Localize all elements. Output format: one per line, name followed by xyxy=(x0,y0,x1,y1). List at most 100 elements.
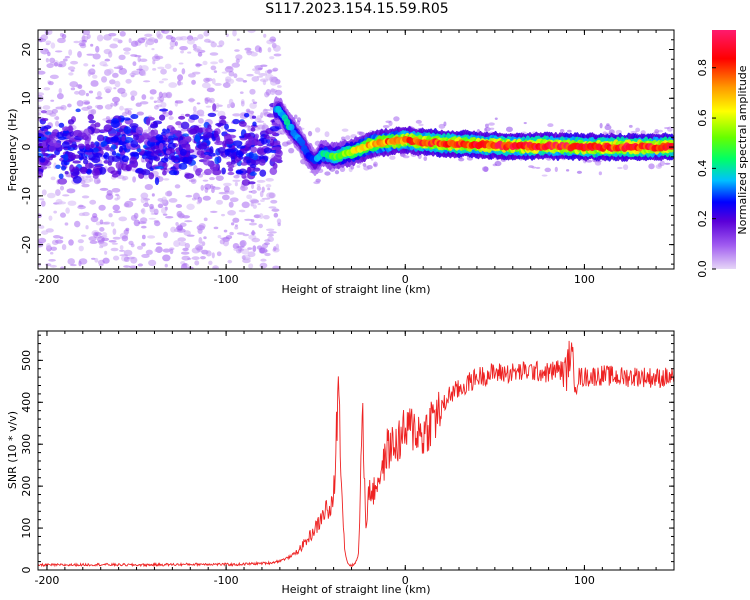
noise-blob xyxy=(211,78,216,85)
noise-blob xyxy=(191,197,197,201)
noise-blob xyxy=(60,104,67,111)
noise-blob xyxy=(188,97,195,103)
noise-blob xyxy=(172,67,178,72)
noise-band-blob xyxy=(202,131,213,138)
noise-blob xyxy=(166,92,171,98)
noise-band-blob xyxy=(135,126,144,135)
noise-blob xyxy=(141,94,147,100)
noise-band-blob xyxy=(203,168,213,176)
noise-blob xyxy=(193,45,202,53)
colorbar-tick-label: 0.0 xyxy=(696,260,709,278)
noise-band-blob xyxy=(243,112,250,118)
noise-blob xyxy=(235,54,243,60)
noise-blob xyxy=(242,79,248,83)
noise-band-blob xyxy=(91,168,100,176)
noise-blob xyxy=(119,30,126,37)
noise-blob xyxy=(119,245,124,250)
noise-blob xyxy=(70,60,79,65)
noise-blob xyxy=(46,63,54,69)
noise-blob xyxy=(233,73,238,79)
noise-blob xyxy=(197,51,203,57)
halo-blob xyxy=(356,165,361,168)
noise-blob xyxy=(108,32,117,37)
noise-blob xyxy=(125,227,130,232)
spectrogram-y-label: Frequency (Hz) xyxy=(6,109,19,192)
halo-blob xyxy=(606,123,610,126)
noise-blob xyxy=(181,68,186,75)
halo-blob xyxy=(382,124,390,129)
noise-blob xyxy=(130,95,135,101)
noise-blob xyxy=(91,257,96,260)
noise-blob xyxy=(66,188,76,194)
noise-blob xyxy=(203,217,208,222)
noise-blob xyxy=(112,103,117,107)
noise-band-blob xyxy=(209,146,214,154)
noise-band-blob xyxy=(227,171,235,176)
noise-band-blob xyxy=(213,130,219,138)
noise-band-blob xyxy=(82,158,89,165)
noise-blob xyxy=(198,114,205,117)
noise-blob xyxy=(153,100,157,104)
noise-blob xyxy=(209,210,218,213)
noise-blob xyxy=(163,178,170,181)
noise-blob xyxy=(259,247,268,254)
noise-blob xyxy=(221,194,230,201)
noise-blob xyxy=(184,220,193,223)
noise-band-blob xyxy=(77,150,86,155)
halo-blob xyxy=(664,126,670,130)
noise-blob xyxy=(123,202,130,208)
noise-blob xyxy=(58,60,67,68)
chart-title: S117.2023.154.15.59.R05 xyxy=(265,1,449,17)
snr-line xyxy=(38,340,674,568)
noise-band-blob xyxy=(212,103,217,112)
noise-band-blob xyxy=(199,155,205,159)
noise-blob xyxy=(61,243,67,251)
noise-band-blob xyxy=(170,126,176,135)
noise-blob xyxy=(178,213,185,219)
noise-band-blob xyxy=(145,161,153,170)
noise-blob xyxy=(89,199,97,205)
colorbar-label: Normalized spectral amplitude xyxy=(736,65,749,234)
noise-blob xyxy=(114,197,119,201)
noise-band-blob xyxy=(238,121,247,127)
noise-blob xyxy=(263,109,272,112)
noise-blob xyxy=(239,91,244,94)
noise-blob xyxy=(54,50,63,53)
noise-blob xyxy=(267,233,274,237)
noise-band-blob xyxy=(219,115,227,120)
noise-blob xyxy=(202,179,209,182)
noise-blob xyxy=(260,199,265,203)
noise-blob xyxy=(45,263,52,267)
noise-blob xyxy=(230,222,235,226)
noise-blob xyxy=(157,66,165,70)
noise-blob xyxy=(42,105,51,110)
noise-blob xyxy=(197,34,204,40)
noise-blob xyxy=(256,183,261,187)
noise-blob xyxy=(81,183,90,188)
noise-band-blob xyxy=(168,169,178,176)
noise-blob xyxy=(209,177,215,181)
noise-blob xyxy=(252,101,258,104)
noise-blob xyxy=(229,231,234,236)
noise-blob xyxy=(208,97,215,104)
noise-blob xyxy=(195,62,201,68)
noise-band-blob xyxy=(250,127,256,132)
noise-blob xyxy=(170,226,177,233)
noise-band-blob xyxy=(110,144,117,150)
noise-blob xyxy=(81,106,90,111)
noise-blob xyxy=(55,189,61,196)
noise-blob xyxy=(88,90,94,94)
noise-blob xyxy=(142,71,147,77)
noise-band-blob xyxy=(160,157,169,163)
noise-blob xyxy=(214,82,222,86)
noise-blob xyxy=(260,64,268,67)
noise-blob xyxy=(110,102,114,107)
noise-blob xyxy=(235,58,240,64)
halo-blob xyxy=(488,122,495,126)
noise-blob xyxy=(222,182,232,187)
halo-blob xyxy=(622,164,629,171)
noise-blob xyxy=(51,108,58,114)
noise-band-blob xyxy=(184,173,195,179)
noise-blob xyxy=(242,233,250,237)
noise-blob xyxy=(145,249,153,255)
